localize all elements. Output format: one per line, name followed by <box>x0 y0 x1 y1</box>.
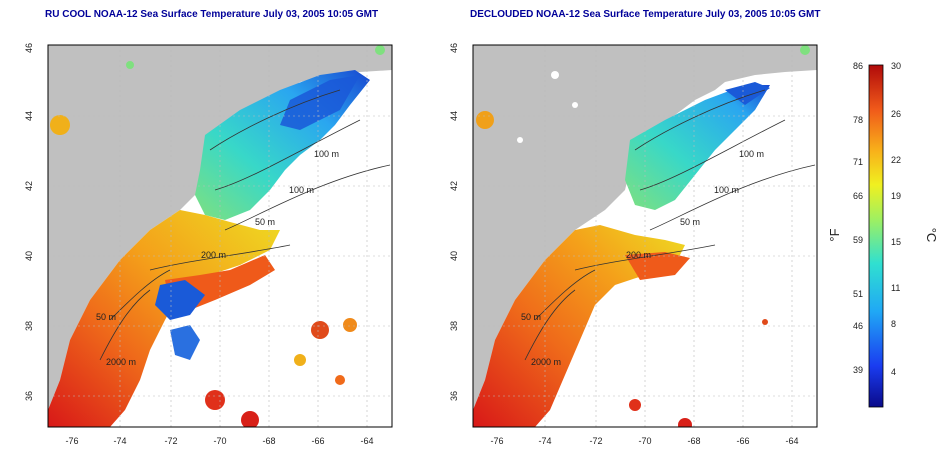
celsius-tick: 22 <box>891 155 901 165</box>
fahrenheit-unit-label: °F <box>827 228 842 241</box>
fahrenheit-tick: 51 <box>853 289 863 299</box>
contour-label: 50 m <box>255 217 275 227</box>
lon-tick: -68 <box>687 436 700 446</box>
lon-tick: -64 <box>360 436 373 446</box>
right-panel-title: DECLOUDED NOAA-12 Sea Surface Temperatur… <box>470 9 821 20</box>
lon-tick: -72 <box>589 436 602 446</box>
celsius-unit-label: °C <box>924 228 939 243</box>
lon-tick: -76 <box>490 436 503 446</box>
warm-water <box>48 210 280 427</box>
land-mass <box>48 45 392 410</box>
fahrenheit-tick: 39 <box>853 365 863 375</box>
celsius-tick: 4 <box>891 367 896 377</box>
fahrenheit-tick: 46 <box>853 321 863 331</box>
left-panel-title: RU COOL NOAA-12 Sea Surface Temperature … <box>45 9 379 20</box>
lat-tick: 40 <box>449 251 459 261</box>
contour-label: 2000 m <box>531 357 561 367</box>
celsius-tick: 19 <box>891 191 901 201</box>
fahrenheit-tick: 86 <box>853 61 863 71</box>
map-frame <box>47 44 393 428</box>
temperature-colorbar: 86 78 71 66 59 51 46 39 30 26 22 19 15 1… <box>825 55 945 425</box>
lon-tick: -70 <box>638 436 651 446</box>
lat-tick: 46 <box>24 43 34 53</box>
lat-tick: 44 <box>449 111 459 121</box>
lon-tick: -64 <box>785 436 798 446</box>
contour-label: 50 m <box>521 312 541 322</box>
lat-tick: 42 <box>449 181 459 191</box>
lon-tick: -74 <box>538 436 551 446</box>
fahrenheit-tick: 66 <box>853 191 863 201</box>
lon-tick: -66 <box>311 436 324 446</box>
celsius-tick: 26 <box>891 109 901 119</box>
lat-tick: 38 <box>449 321 459 331</box>
lat-tick: 38 <box>24 321 34 331</box>
lat-tick: 40 <box>24 251 34 261</box>
lat-tick: 44 <box>24 111 34 121</box>
contour-label: 100 m <box>739 149 764 159</box>
contour-label: 2000 m <box>106 357 136 367</box>
celsius-tick: 15 <box>891 237 901 247</box>
fahrenheit-tick: 71 <box>853 157 863 167</box>
lat-tick: 36 <box>449 391 459 401</box>
lat-tick: 42 <box>24 181 34 191</box>
celsius-tick: 8 <box>891 319 896 329</box>
lon-tick: -70 <box>213 436 226 446</box>
contour-label: 50 m <box>96 312 116 322</box>
sst-map-cool: 100 m 100 m 50 m 200 m 50 m 2000 m -76 -… <box>0 30 410 475</box>
contour-label: 100 m <box>289 185 314 195</box>
colorbar-gradient <box>868 64 884 408</box>
lon-tick: -72 <box>164 436 177 446</box>
grid-lines <box>48 45 392 427</box>
contour-label: 50 m <box>680 217 700 227</box>
contour-label: 200 m <box>201 250 226 260</box>
lon-tick: -66 <box>736 436 749 446</box>
celsius-tick: 30 <box>891 61 901 71</box>
contour-label: 200 m <box>626 250 651 260</box>
contour-label: 100 m <box>714 185 739 195</box>
lon-tick: -74 <box>113 436 126 446</box>
fahrenheit-tick: 78 <box>853 115 863 125</box>
lat-tick: 36 <box>24 391 34 401</box>
sst-map-declouded: 100 m 100 m 50 m 200 m 50 m 2000 m -76 -… <box>425 30 835 475</box>
lon-tick: -68 <box>262 436 275 446</box>
lat-tick: 46 <box>449 43 459 53</box>
celsius-tick: 11 <box>891 283 900 293</box>
lon-tick: -76 <box>65 436 78 446</box>
fahrenheit-tick: 59 <box>853 235 863 245</box>
contour-label: 100 m <box>314 149 339 159</box>
